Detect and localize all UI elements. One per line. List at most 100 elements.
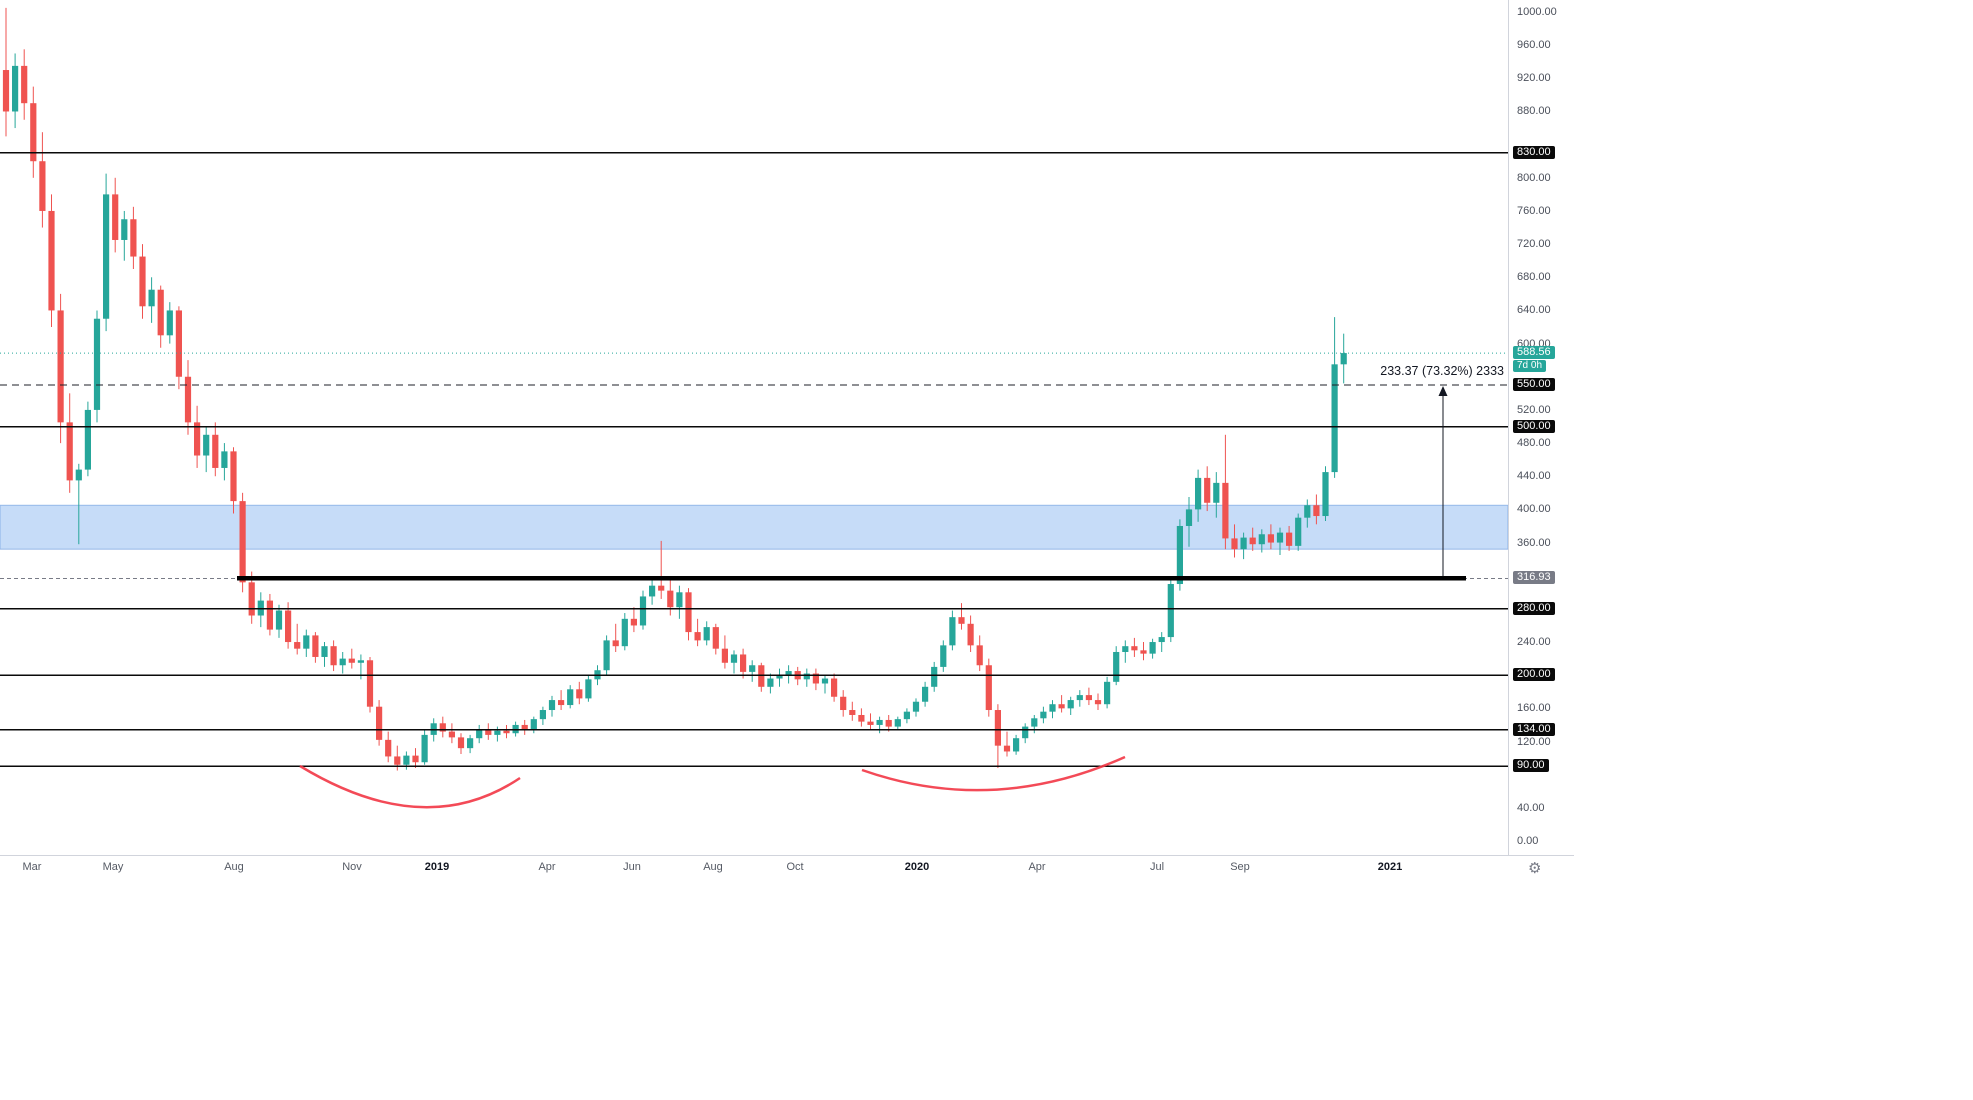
candle bbox=[457, 733, 465, 754]
candle bbox=[503, 724, 510, 739]
candle bbox=[476, 724, 483, 744]
candle bbox=[21, 49, 28, 120]
candle bbox=[1013, 734, 1020, 755]
candlestick-chart-pane[interactable]: 233.37 (73.32%) 2333 bbox=[0, 0, 1508, 855]
candle bbox=[184, 360, 192, 435]
price-level-badge: 830.00 bbox=[1513, 145, 1555, 159]
time-tick-year-label: 2020 bbox=[904, 861, 930, 873]
candle bbox=[639, 590, 647, 630]
price-level-badge: 90.00 bbox=[1513, 759, 1549, 773]
price-axis[interactable]: 1000.00 960.00 920.00 880.00 800.00 760.00 720… bbox=[1508, 0, 1574, 855]
support-zone-band[interactable] bbox=[0, 504, 1508, 550]
candle bbox=[903, 708, 910, 724]
price-tick-label: 800.00 bbox=[1517, 171, 1551, 184]
candle bbox=[1049, 700, 1056, 719]
candle bbox=[712, 623, 719, 655]
candle bbox=[1258, 529, 1265, 553]
candle bbox=[1240, 532, 1247, 560]
candle bbox=[485, 723, 492, 740]
candle bbox=[539, 706, 546, 725]
candle bbox=[494, 726, 501, 742]
candle bbox=[1003, 731, 1011, 757]
candle bbox=[1058, 695, 1065, 713]
candle bbox=[740, 648, 747, 679]
candle bbox=[1286, 525, 1293, 551]
candle bbox=[194, 405, 201, 468]
candle bbox=[1085, 687, 1092, 706]
candle bbox=[48, 194, 55, 328]
candle bbox=[1040, 706, 1047, 724]
settings-gear-icon[interactable]: ⚙ bbox=[1528, 860, 1542, 877]
bar-countdown-badge: 7d 0h bbox=[1513, 360, 1547, 373]
candle bbox=[103, 173, 110, 332]
price-level-badge: 550.00 bbox=[1513, 378, 1555, 392]
candle bbox=[585, 675, 592, 702]
price-level-badge: 316.93 bbox=[1513, 571, 1555, 585]
accumulation-arc[interactable] bbox=[299, 764, 521, 809]
time-axis[interactable]: ⚙ Mar May Aug Nov 2019 Apr Jun Aug Oct 2020 Apr Jul… bbox=[0, 855, 1574, 881]
candle bbox=[548, 695, 556, 717]
candle bbox=[30, 86, 37, 178]
candle bbox=[1276, 527, 1284, 555]
candle bbox=[667, 579, 674, 616]
candle bbox=[348, 648, 355, 669]
candle bbox=[212, 422, 219, 477]
candle bbox=[785, 665, 792, 684]
candle bbox=[985, 658, 992, 717]
candle bbox=[1340, 333, 1347, 384]
time-tick-month-label: Apr bbox=[1028, 861, 1046, 873]
price-tick-label: 400.00 bbox=[1517, 503, 1551, 516]
candle bbox=[1295, 513, 1302, 551]
candle bbox=[658, 540, 665, 599]
time-tick-month-label: Sep bbox=[1230, 861, 1250, 873]
candle bbox=[812, 668, 819, 691]
candle bbox=[57, 293, 64, 444]
candle bbox=[922, 681, 929, 707]
candle bbox=[831, 673, 838, 702]
candle bbox=[112, 177, 119, 253]
candle bbox=[421, 729, 428, 765]
time-tick-year-label: 2019 bbox=[424, 861, 450, 873]
candle bbox=[576, 681, 583, 705]
accumulation-arc[interactable] bbox=[861, 755, 1126, 792]
candle bbox=[1140, 642, 1147, 661]
candle bbox=[858, 708, 865, 727]
candle bbox=[621, 613, 628, 651]
candle bbox=[894, 716, 901, 730]
candle bbox=[75, 463, 82, 545]
candle bbox=[321, 642, 328, 667]
price-tick-label: 0.00 bbox=[1517, 835, 1539, 847]
candle bbox=[994, 704, 1001, 769]
time-tick-month-label: Nov bbox=[342, 861, 362, 873]
candle bbox=[275, 604, 283, 638]
candle bbox=[1185, 496, 1193, 547]
candle bbox=[1304, 499, 1311, 528]
candle bbox=[849, 701, 856, 721]
candle bbox=[649, 577, 656, 605]
candle bbox=[521, 719, 528, 735]
candle bbox=[1067, 696, 1074, 715]
candle bbox=[312, 632, 319, 663]
candle bbox=[439, 716, 446, 738]
price-tick-label: 480.00 bbox=[1517, 437, 1551, 450]
candle bbox=[676, 585, 683, 619]
candle bbox=[84, 401, 91, 477]
candle bbox=[803, 668, 810, 687]
candle bbox=[721, 635, 728, 669]
candle bbox=[776, 668, 783, 687]
candle bbox=[876, 716, 883, 734]
candle bbox=[749, 660, 756, 682]
price-tick-label: 1000.00 bbox=[1517, 6, 1557, 18]
price-tick-label: 240.00 bbox=[1517, 636, 1551, 649]
candle bbox=[840, 690, 847, 717]
candle bbox=[93, 310, 101, 423]
price-tick-label: 520.00 bbox=[1517, 403, 1551, 416]
price-tick-label: 680.00 bbox=[1517, 271, 1551, 284]
candle bbox=[885, 714, 892, 732]
candle bbox=[867, 713, 874, 730]
candle bbox=[2, 7, 10, 137]
candle bbox=[821, 675, 829, 694]
candle bbox=[1222, 434, 1229, 550]
candle bbox=[1167, 577, 1174, 643]
price-level-badge: 200.00 bbox=[1513, 668, 1555, 682]
